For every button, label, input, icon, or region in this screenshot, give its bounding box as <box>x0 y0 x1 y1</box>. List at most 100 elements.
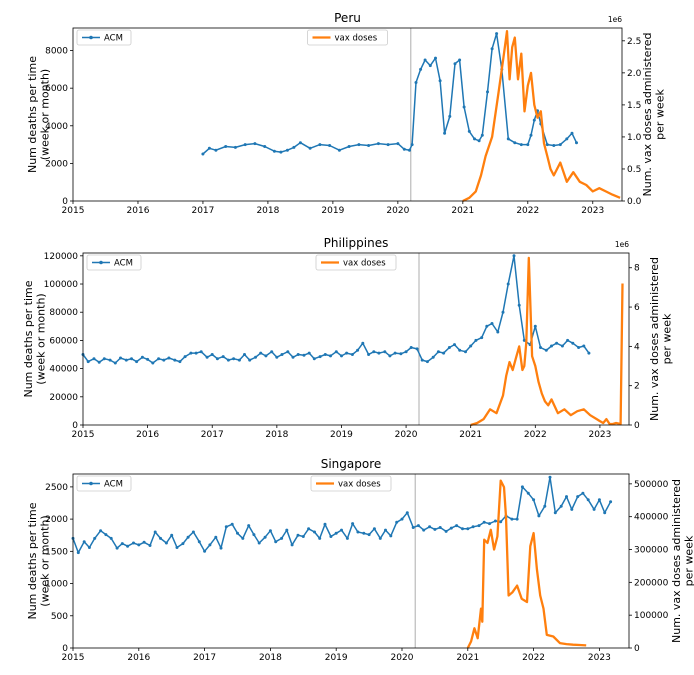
y-axis-label: Num deaths per time(week or month) <box>22 280 48 397</box>
data-point <box>462 105 466 109</box>
y-tick-label: 500 <box>51 612 68 622</box>
x-tick-label: 2017 <box>193 653 216 663</box>
axis-multiplier: 1e6 <box>608 15 622 24</box>
data-point <box>526 491 530 495</box>
data-point <box>323 522 327 526</box>
data-point <box>559 504 563 508</box>
legend-label: vax doses <box>335 34 378 44</box>
y-tick-label: 1000 <box>45 580 68 590</box>
x-tick-label: 2021 <box>451 206 474 216</box>
data-point <box>442 351 446 355</box>
data-point <box>396 142 400 146</box>
data-point <box>232 357 236 361</box>
y2-tick-label: 1.5 <box>627 101 641 111</box>
data-point <box>485 324 489 328</box>
x-tick-label: 2018 <box>259 653 282 663</box>
data-point <box>194 351 198 355</box>
data-point <box>328 144 332 147</box>
y2-tick-label: 0.0 <box>627 197 642 207</box>
y-tick-label: 40000 <box>49 365 78 375</box>
chart-title: Peru <box>334 11 361 25</box>
legend-vax-doses: vax doses <box>307 29 388 46</box>
x-tick-label: 2020 <box>386 206 409 216</box>
data-point <box>356 348 360 352</box>
data-point <box>537 514 541 518</box>
data-point <box>292 145 296 149</box>
data-point <box>115 546 119 550</box>
y2-tick-label: 8 <box>634 264 640 274</box>
data-point <box>409 346 413 349</box>
legend-label: vax doses <box>338 480 381 490</box>
data-point <box>495 32 499 36</box>
data-point <box>376 142 380 146</box>
data-point <box>499 520 503 524</box>
data-point <box>422 528 426 532</box>
data-point <box>405 511 409 515</box>
data-point <box>87 546 91 549</box>
data-point <box>408 148 411 152</box>
y-tick-label: 1500 <box>45 547 68 557</box>
data-point <box>334 531 338 535</box>
y-tick-label: 6000 <box>45 84 68 94</box>
data-point <box>301 535 305 538</box>
data-point <box>361 341 365 345</box>
data-point <box>97 360 101 364</box>
y-tick-label: 60000 <box>49 336 78 346</box>
data-point <box>384 528 387 532</box>
x-tick-label: 2019 <box>325 653 348 663</box>
x-tick-label: 2016 <box>127 653 150 663</box>
x-tick-label: 2019 <box>330 430 353 440</box>
data-point <box>247 524 251 528</box>
data-point <box>226 358 230 362</box>
legend-box <box>86 254 142 271</box>
data-point <box>480 133 484 137</box>
data-point <box>490 322 494 325</box>
data-point <box>175 546 179 549</box>
data-point <box>434 56 437 60</box>
data-point <box>582 344 586 348</box>
series-line <box>202 32 578 155</box>
legend-label: ACM <box>104 34 123 44</box>
y-tick-label: 4000 <box>45 122 68 132</box>
data-point <box>526 143 530 147</box>
y2-tick-label: 2 <box>634 382 640 392</box>
data-point <box>207 146 211 150</box>
data-point <box>350 353 354 356</box>
data-point <box>529 133 533 137</box>
data-point <box>438 526 442 529</box>
x-tick-label: 2020 <box>391 653 414 663</box>
x-tick-label: 2022 <box>524 430 547 440</box>
data-point <box>164 541 168 545</box>
data-point <box>552 144 556 147</box>
data-point <box>414 81 418 84</box>
data-point <box>181 542 185 546</box>
legend-acm: ACM <box>76 29 132 46</box>
data-point <box>453 62 457 66</box>
data-point <box>291 355 295 359</box>
data-point <box>558 143 562 147</box>
data-point <box>519 143 523 147</box>
data-point <box>215 357 219 361</box>
data-point <box>539 346 542 349</box>
y2-tick-label: 0 <box>634 644 640 654</box>
data-point <box>477 524 481 528</box>
data-point <box>86 360 90 364</box>
y2-tick-label: 500000 <box>634 480 669 490</box>
data-point <box>167 356 171 360</box>
y-tick-label: 0 <box>72 421 78 431</box>
y-tick-label: 8000 <box>45 47 68 57</box>
x-tick-label: 2019 <box>321 206 344 216</box>
x-tick-label: 2018 <box>256 206 279 216</box>
data-point <box>490 47 494 51</box>
plot-frame <box>72 473 630 649</box>
data-point <box>113 361 117 365</box>
data-point <box>224 145 228 148</box>
data-point <box>367 144 371 147</box>
data-point <box>448 114 452 118</box>
chart-philippines: Philippines 2015 2016 2017 2018 2019 2020 2021 2… <box>22 236 674 440</box>
data-point <box>146 357 150 361</box>
axis-multiplier: 1e6 <box>615 240 629 249</box>
x-tick-label: 2016 <box>136 430 159 440</box>
data-point <box>307 351 311 355</box>
data-point <box>263 145 267 148</box>
